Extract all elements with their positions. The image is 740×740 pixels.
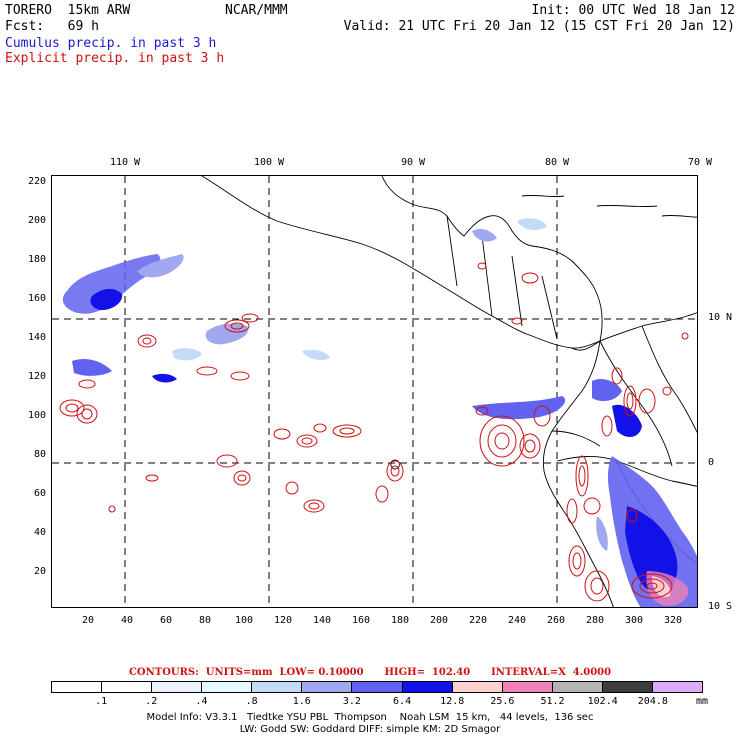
y-grid-label: 180 <box>27 254 46 265</box>
y-grid-label: 100 <box>27 410 46 421</box>
y-grid-label: 120 <box>27 371 46 382</box>
x-grid-label: 140 <box>312 615 332 626</box>
explicit-legend-label: Explicit precip. in past 3 h <box>5 51 225 66</box>
org-label: NCAR/MMM <box>225 3 288 18</box>
color-scale-swatch <box>652 682 703 692</box>
color-scale-label: 12.8 <box>440 696 465 707</box>
y-grid-label: 140 <box>27 332 46 343</box>
x-grid-label: 20 <box>81 615 95 626</box>
latlon-grid <box>52 176 697 607</box>
x-grid-label: 180 <box>390 615 410 626</box>
contours-info: CONTOURS: UNITS=mm LOW= 0.10000 HIGH= 10… <box>128 667 612 678</box>
color-scale-swatch <box>502 682 553 692</box>
color-scale-label: 102.4 <box>587 696 618 707</box>
color-scale-label: 6.4 <box>393 696 412 707</box>
cumulus-precip <box>62 218 697 607</box>
color-scale-label: 51.2 <box>540 696 565 707</box>
color-scale-swatch <box>552 682 603 692</box>
color-scale-labels: .1 .2 .4 .8 1.6 3.2 6.4 12.8 25.6 51.2 102.4 204.8 <box>51 697 703 709</box>
legend-unit: mm <box>696 696 709 707</box>
lon-label-80w: 80 W <box>544 157 570 168</box>
lon-label-100w: 100 W <box>253 157 285 168</box>
x-grid-label: 260 <box>546 615 566 626</box>
physics-info: LW: Godd SW: Goddard DIFF: simple KM: 2D… <box>239 724 501 735</box>
color-scale-label: 204.8 <box>637 696 668 707</box>
x-grid-label: 280 <box>585 615 605 626</box>
explicit-precip-contours <box>59 262 689 602</box>
y-grid-label: 20 <box>33 566 46 577</box>
color-scale-swatch <box>452 682 503 692</box>
y-grid-label: 160 <box>27 293 46 304</box>
y-grid-label: 80 <box>33 449 46 460</box>
y-grid-label: 220 <box>27 176 46 187</box>
y-grid-label: 60 <box>33 488 46 499</box>
lon-label-90w: 90 W <box>400 157 426 168</box>
x-grid-label: 200 <box>429 615 449 626</box>
color-scale-label: .1 <box>95 696 108 707</box>
color-scale-label: .8 <box>245 696 258 707</box>
color-scale-label: .2 <box>145 696 158 707</box>
color-scale-label: 1.6 <box>292 696 311 707</box>
color-scale-swatch <box>152 682 203 692</box>
color-scale-swatch <box>352 682 403 692</box>
color-scale-swatch <box>402 682 453 692</box>
lon-label-110w: 110 W <box>109 157 141 168</box>
x-grid-label: 220 <box>468 615 488 626</box>
valid-time: Valid: 21 UTC Fri 20 Jan 12 (15 CST Fri … <box>343 19 735 34</box>
color-scale-label: 3.2 <box>342 696 361 707</box>
precip-color-scale <box>51 681 703 693</box>
color-scale-swatch <box>252 682 303 692</box>
model-title: TORERO 15km ARW <box>5 3 131 18</box>
model-info: Model Info: V3.3.1 Tiedtke YSU PBL Thomp… <box>146 712 594 723</box>
color-scale-label: 25.6 <box>490 696 515 707</box>
color-scale-swatch <box>52 682 103 692</box>
lat-label-10n: 10 N <box>708 312 733 323</box>
lat-label-0: 0 <box>708 457 715 468</box>
color-scale-label: .4 <box>195 696 208 707</box>
map-canvas <box>52 176 697 607</box>
init-time: Init: 00 UTC Wed 18 Jan 12 <box>531 3 736 18</box>
cumulus-legend-label: Cumulus precip. in past 3 h <box>5 36 217 51</box>
x-grid-label: 120 <box>273 615 293 626</box>
forecast-hour: Fcst: 69 h <box>5 19 99 34</box>
precip-map <box>51 175 698 608</box>
x-grid-label: 80 <box>198 615 212 626</box>
color-scale-swatch <box>602 682 653 692</box>
color-scale-swatch <box>102 682 153 692</box>
y-grid-label: 40 <box>33 527 46 538</box>
lat-label-10s: 10 S <box>708 601 733 612</box>
x-grid-label: 320 <box>663 615 683 626</box>
x-grid-label: 40 <box>120 615 134 626</box>
color-scale-swatch <box>302 682 353 692</box>
x-grid-label: 240 <box>507 615 527 626</box>
color-scale-swatch <box>202 682 253 692</box>
x-grid-label: 300 <box>624 615 644 626</box>
lon-label-70w: 70 W <box>687 157 713 168</box>
x-grid-label: 60 <box>159 615 173 626</box>
x-grid-label: 160 <box>351 615 371 626</box>
x-grid-label: 100 <box>234 615 254 626</box>
y-grid-label: 200 <box>27 215 46 226</box>
